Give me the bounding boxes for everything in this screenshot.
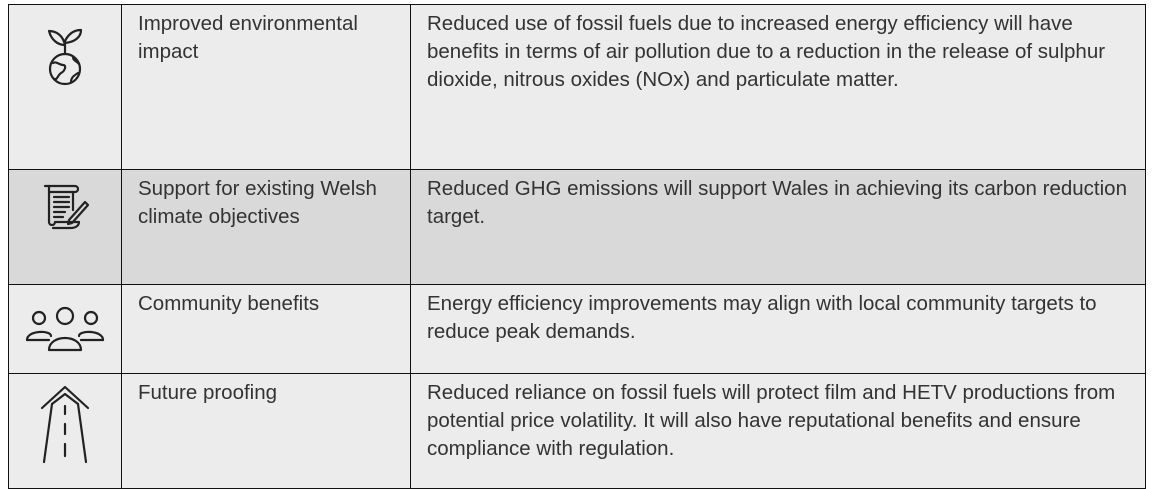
benefit-description: Energy efficiency improvements may align… [410,284,1146,374]
benefits-table: Improved environmental impact Reduced us… [8,4,1146,489]
table-row: Community benefits Energy efficiency imp… [8,284,1146,374]
icon-cell [8,4,122,170]
table-row: Improved environmental impact Reduced us… [8,4,1146,170]
page: {"table": {"rows": [ {"label": "Improved… [8,4,1146,489]
icon-cell [8,373,122,489]
road-icon [40,385,90,464]
benefit-description: Reduced reliance on fossil fuels will pr… [410,373,1146,489]
benefit-label: Future proofing [121,373,411,489]
table-row: Future proofing Reduced reliance on foss… [8,373,1146,489]
benefit-description: Reduced use of fossil fuels due to incre… [410,4,1146,170]
benefit-label: Improved environmental impact [121,4,411,170]
icon-cell [8,284,122,374]
plant-globe-icon [47,28,83,86]
scroll-icon [43,184,90,230]
benefit-description: Reduced GHG emissions will support Wales… [410,169,1146,285]
table-row: Support for existing Welsh climate objec… [8,169,1146,285]
benefit-label: Community benefits [121,284,411,374]
community-icon [25,306,105,352]
icon-cell [8,169,122,285]
benefit-label: Support for existing Welsh climate objec… [121,169,411,285]
